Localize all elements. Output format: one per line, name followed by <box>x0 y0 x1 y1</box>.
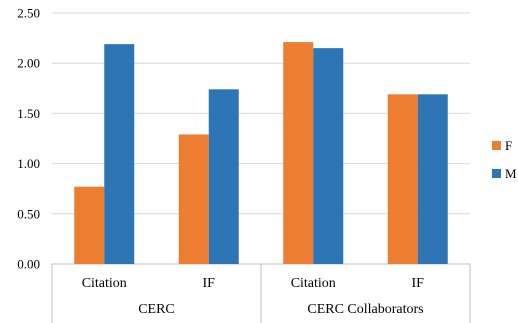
bars <box>74 42 448 265</box>
x-group-label: CERC <box>138 302 175 317</box>
bar-m <box>313 48 344 264</box>
legend-label-f: F <box>505 138 512 153</box>
bar-f <box>387 94 418 264</box>
bar-m <box>208 89 239 264</box>
x-axis: Citation IF Citation IF CERC CERC Collaborato… <box>51 264 471 323</box>
x-category-label: Citation <box>82 276 127 291</box>
y-tick-label: 2.50 <box>17 6 40 21</box>
x-group-label: CERC Collaborators <box>307 302 423 317</box>
legend: FM <box>492 138 517 181</box>
y-axis-tick-labels: 0.00 0.50 1.00 1.50 2.00 2.50 <box>17 6 40 272</box>
y-tick-label: 2.00 <box>17 56 40 71</box>
legend-swatch-m <box>492 169 501 178</box>
y-tick-label: 1.00 <box>17 156 40 171</box>
legend-swatch-f <box>492 141 501 150</box>
y-tick-label: 1.50 <box>17 106 40 121</box>
bar-m <box>104 44 135 265</box>
legend-label-m: M <box>505 166 517 181</box>
x-category-label: IF <box>412 276 425 291</box>
bar-f <box>74 186 105 264</box>
y-tick-label: 0.00 <box>17 257 40 272</box>
bar-m <box>417 94 448 264</box>
bar-f <box>178 134 209 264</box>
x-category-label: IF <box>203 276 216 291</box>
x-category-label: Citation <box>291 276 336 291</box>
y-tick-label: 0.50 <box>17 206 40 221</box>
bar-f <box>283 42 314 265</box>
